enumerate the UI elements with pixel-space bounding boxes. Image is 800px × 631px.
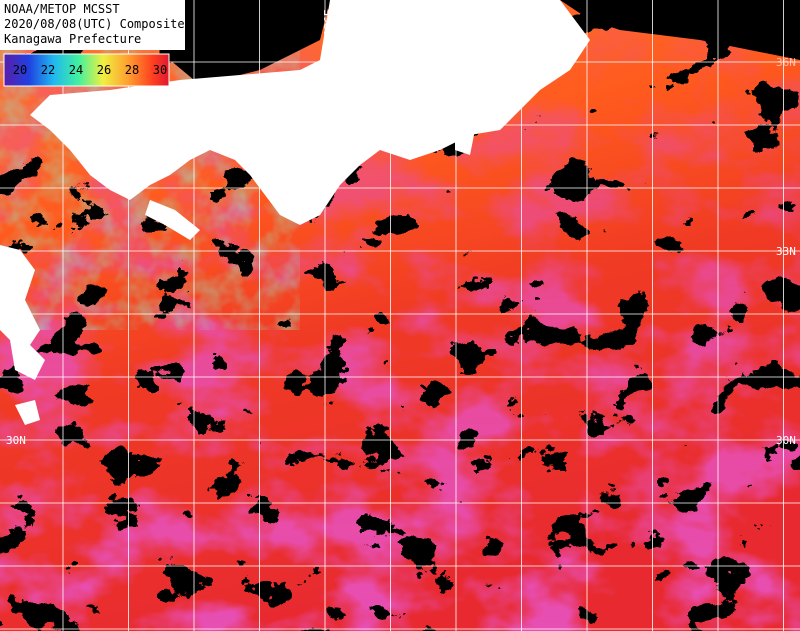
header-line: Kanagawa Prefecture xyxy=(4,32,141,46)
colorbar xyxy=(3,53,170,87)
colorbar-tick-label: 24 xyxy=(69,63,83,77)
header-line: NOAA/METOP MCSST xyxy=(4,2,120,16)
header-line: 2020/08/08(UTC) Composite xyxy=(4,17,185,31)
latitude-label: 30N xyxy=(776,434,796,447)
land xyxy=(0,0,590,425)
colorbar-tick-label: 28 xyxy=(125,63,139,77)
longitude-label: 136E xyxy=(322,10,335,37)
colorbar-tick-label: 22 xyxy=(41,63,55,77)
cloud-cover xyxy=(170,0,330,85)
cloud-cover xyxy=(560,0,800,60)
latitude-label: 30N xyxy=(6,434,26,447)
colorbar-tick-label: 20 xyxy=(13,63,27,77)
latitude-label: 36N xyxy=(776,56,796,69)
header-box xyxy=(0,0,185,50)
latitude-label: 33N xyxy=(776,245,796,258)
colorbar-tick-label: 30 xyxy=(153,63,167,77)
colorbar-tick-label: 26 xyxy=(97,63,111,77)
